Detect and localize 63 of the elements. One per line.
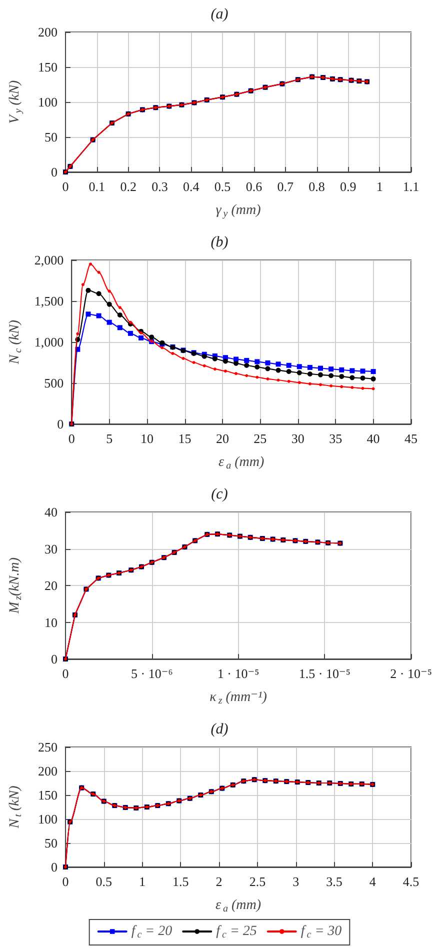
x-tick-label: 45 (404, 431, 418, 446)
x-tick-label: 4 (369, 874, 376, 889)
x-tick-label: 4.5 (402, 874, 420, 889)
x-tick-label: 0.3 (152, 179, 168, 194)
x-tick-label: 0.7 (277, 179, 294, 194)
y-tick-label: 150 (38, 60, 58, 74)
y-tick-label: 100 (38, 812, 58, 826)
x-tick-label: 20 (216, 431, 229, 446)
chart-title: (a) (210, 6, 228, 22)
y-tick-label: 100 (38, 94, 58, 110)
x-tick-label: 0.8 (308, 179, 325, 194)
x-tick-label: 40 (366, 431, 380, 446)
y-tick-label: 2,000 (34, 252, 64, 268)
x-tick-label: 0.9 (340, 179, 356, 194)
x-tick-label: 0.5 (214, 179, 231, 194)
y-tick-label: 250 (38, 740, 58, 754)
y-tick-label: 500 (44, 376, 64, 390)
x-tick-label: 1.5 (172, 874, 189, 889)
y-axis-title: Vy (kN) (8, 80, 24, 124)
x-tick-label: 1 (376, 179, 383, 194)
x-tick-label: 1 (139, 874, 146, 889)
y-tick-label: 20 (44, 578, 58, 593)
y-tick-label: 0 (51, 164, 58, 180)
y-axis-title: Nc (kN) (8, 320, 24, 366)
x-tick-label: 0.1 (88, 179, 106, 194)
y-tick-label: 1,500 (34, 294, 64, 308)
x-tick-label: 2.5 (249, 874, 266, 889)
x-tick-label: 15 (178, 431, 192, 446)
y-tick-label: 0 (51, 652, 58, 666)
x-tick-label: 0.2 (120, 179, 136, 194)
x-tick-label: 1.1 (402, 179, 420, 194)
x-tick-label: 2 (216, 874, 222, 889)
x-tick-label: 5 · 10⁻⁶ (131, 666, 173, 681)
y-tick-label: 10 (44, 614, 58, 630)
chart-title: (b) (210, 234, 228, 250)
x-tick-label: 10 (140, 431, 154, 446)
y-tick-label: 50 (44, 836, 58, 850)
x-tick-label: 1.5 · 10⁻⁵ (298, 666, 350, 681)
x-tick-label: 3 (292, 874, 300, 889)
y-tick-label: 50 (44, 130, 58, 144)
x-tick-label: 35 (329, 431, 342, 446)
x-tick-label: 25 (254, 431, 267, 446)
y-tick-label: 40 (44, 504, 58, 520)
x-tick-label: 0 (68, 431, 75, 446)
y-tick-label: 0 (51, 860, 58, 874)
y-tick-label: 200 (38, 764, 58, 778)
x-tick-label: 0.5 (96, 874, 112, 889)
y-axis-title: Nt (kN) (8, 785, 24, 830)
x-tick-label: 1 · 10⁻⁵ (217, 666, 260, 681)
y-axis-title: Mz(kN.m) (8, 557, 24, 615)
y-tick-label: 0 (57, 416, 64, 432)
chart-title: (d) (210, 722, 228, 738)
x-tick-label: 2 · 10⁻⁵ (390, 666, 432, 681)
chart-title: (c) (211, 486, 228, 502)
x-tick-label: 0.6 (246, 179, 263, 194)
x-tick-label: 3.5 (326, 874, 342, 889)
x-tick-label: 30 (291, 431, 304, 446)
y-tick-label: 1,000 (34, 334, 64, 350)
y-tick-label: 30 (44, 541, 58, 556)
y-tick-label: 200 (38, 24, 58, 40)
x-tick-label: 5 (106, 431, 113, 446)
x-tick-label: 0.4 (183, 179, 200, 194)
y-tick-label: 150 (38, 788, 58, 802)
